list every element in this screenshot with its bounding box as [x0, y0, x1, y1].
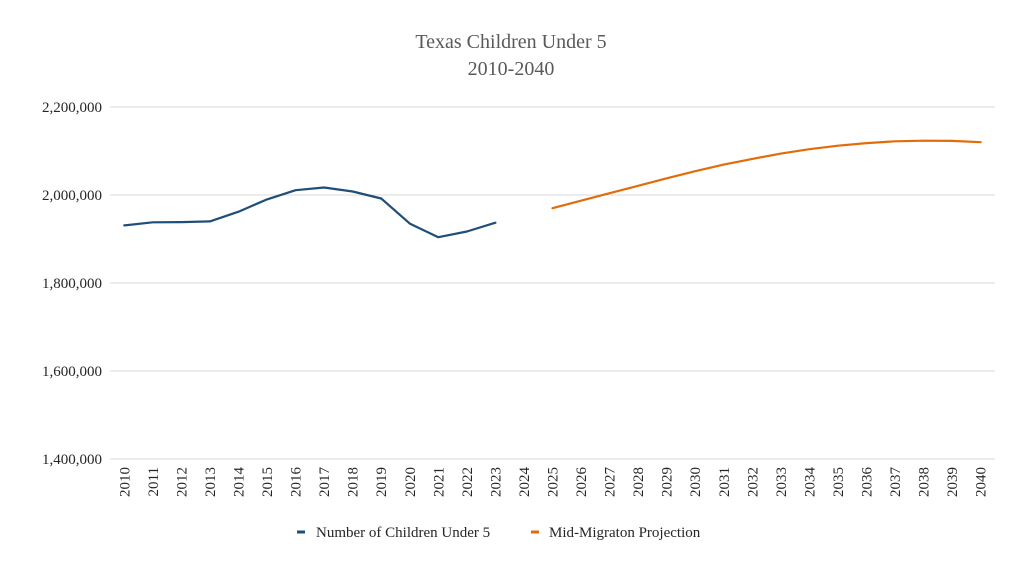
x-tick-label: 2023 — [488, 467, 504, 497]
x-tick-label: 2036 — [860, 467, 876, 498]
x-axis-tick-labels: 2010 2011 2012 2013 2014 2015 2016 2017 2018 2019… — [117, 467, 989, 498]
x-tick-label: 2019 — [374, 467, 390, 497]
gridlines — [110, 106, 995, 460]
legend-label-children-under-5: Number of Children Under 5 — [316, 525, 490, 541]
series-line-1 — [551, 139, 982, 210]
x-tick-label: 2039 — [945, 467, 961, 497]
chart-title: Texas Children Under 5 — [415, 31, 606, 53]
x-tick-label: 2017 — [317, 467, 333, 498]
x-tick-label: 2014 — [231, 467, 247, 498]
x-tick-label: 2028 — [631, 467, 647, 497]
series-lines — [123, 139, 982, 239]
x-tick-label: 2021 — [431, 467, 447, 497]
x-tick-label: 2011 — [146, 467, 162, 496]
x-tick-label: 2018 — [346, 467, 362, 497]
x-tick-label: 2012 — [174, 467, 190, 497]
chart-subtitle: 2010-2040 — [468, 58, 555, 80]
x-tick-label: 2037 — [888, 467, 904, 498]
y-tick-label: 2,000,000 — [42, 188, 102, 204]
x-tick-label: 2033 — [774, 467, 790, 497]
x-tick-label: 2035 — [831, 467, 847, 497]
x-tick-label: 2038 — [917, 467, 933, 497]
y-tick-label: 1,800,000 — [42, 276, 102, 292]
x-tick-label: 2022 — [460, 467, 476, 497]
x-tick-label: 2025 — [546, 467, 562, 497]
x-tick-label: 2016 — [289, 467, 305, 498]
x-tick-label: 2032 — [745, 467, 761, 497]
x-tick-label: 2027 — [603, 467, 619, 498]
y-axis-tick-labels: 1,400,000 1,600,000 1,800,000 2,000,000 2,20… — [42, 100, 102, 468]
legend: Number of Children Under 5 Mid-Migraton … — [297, 525, 701, 541]
x-tick-label: 2030 — [688, 467, 704, 497]
y-tick-label: 2,200,000 — [42, 100, 102, 116]
series-line-0 — [123, 186, 497, 239]
x-tick-label: 2031 — [717, 467, 733, 497]
x-tick-label: 2010 — [117, 467, 133, 497]
y-tick-label: 1,600,000 — [42, 364, 102, 380]
x-tick-label: 2024 — [517, 467, 533, 498]
y-tick-label: 1,400,000 — [42, 452, 102, 468]
legend-label-mid-migration-projection: Mid-Migraton Projection — [549, 525, 701, 541]
x-tick-label: 2013 — [203, 467, 219, 497]
x-tick-label: 2020 — [403, 467, 419, 497]
x-tick-label: 2015 — [260, 467, 276, 497]
x-tick-label: 2040 — [974, 467, 990, 497]
x-tick-label: 2029 — [660, 467, 676, 497]
x-tick-label: 2034 — [802, 467, 818, 498]
x-tick-label: 2026 — [574, 467, 590, 498]
